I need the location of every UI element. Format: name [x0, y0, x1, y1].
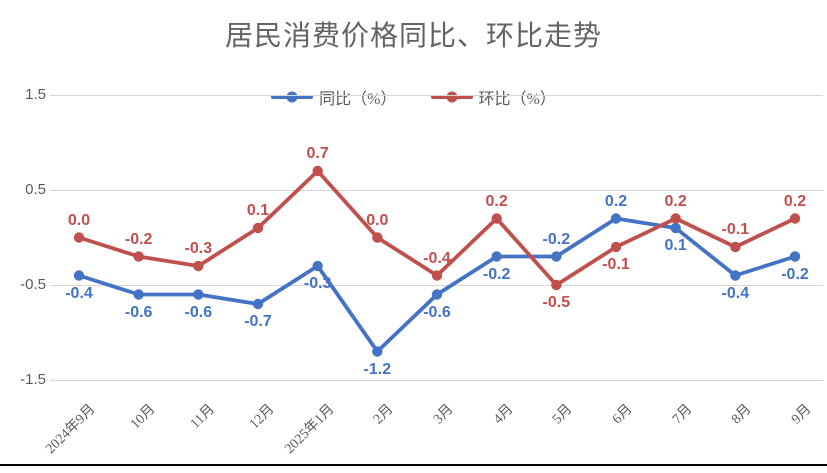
- yoy-series-line[interactable]: [77, 216, 797, 354]
- mom-data-label: 0.2: [783, 192, 807, 210]
- mom-data-point[interactable]: [789, 213, 801, 224]
- bottom-border-rule: [0, 464, 827, 466]
- yoy-data-label: -0.6: [184, 303, 213, 321]
- yoy-data-label: 0.2: [604, 192, 628, 210]
- y-axis-tick-label: -0.5: [20, 276, 46, 293]
- gridline: [50, 95, 823, 96]
- yoy-data-point[interactable]: [193, 289, 204, 300]
- mom-data-label: -0.1: [721, 221, 750, 238]
- yoy-data-point[interactable]: [312, 260, 323, 272]
- mom-data-point[interactable]: [431, 270, 443, 281]
- chart-title: 居民消费价格同比、环比走势: [224, 21, 602, 52]
- mom-data-label: 0.1: [246, 202, 270, 219]
- mom-data-point[interactable]: [133, 251, 144, 262]
- yoy-line-swatch-icon: [271, 91, 314, 103]
- y-axis-tick-label: -1.5: [20, 371, 46, 388]
- yoy-data-label: -0.7: [244, 313, 272, 330]
- yoy-data-label: -0.6: [423, 303, 451, 321]
- mom-data-label: -0.2: [124, 230, 153, 248]
- mom-data-point[interactable]: [372, 232, 383, 243]
- yoy-data-label: -0.2: [781, 265, 809, 283]
- yoy-data-label: -0.4: [65, 284, 93, 302]
- yoy-data-label: -0.2: [482, 265, 511, 283]
- yoy-data-label: -0.4: [721, 284, 750, 302]
- yoy-data-point[interactable]: [372, 346, 383, 357]
- mom-line-swatch-icon: [430, 91, 473, 103]
- yoy-data-point[interactable]: [73, 270, 85, 281]
- yoy-data-label: -0.2: [542, 230, 571, 248]
- yoy-data-label: -1.2: [363, 360, 392, 378]
- gridline: [50, 285, 823, 286]
- yoy-data-point[interactable]: [551, 251, 562, 262]
- yoy-data-point[interactable]: [730, 270, 741, 281]
- mom-data-label: 0.2: [664, 192, 687, 210]
- yoy-data-point[interactable]: [789, 251, 801, 262]
- yoy-data-point[interactable]: [133, 289, 144, 300]
- mom-data-point[interactable]: [73, 232, 85, 243]
- mom-data-point[interactable]: [312, 165, 323, 177]
- mom-data-label: 0.0: [67, 211, 91, 229]
- mom-data-point[interactable]: [252, 222, 264, 234]
- mom-series-line[interactable]: [77, 169, 797, 287]
- yoy-data-point[interactable]: [431, 289, 443, 300]
- yoy-data-label: -0.3: [303, 275, 332, 292]
- y-axis-tick-label: 1.5: [25, 86, 46, 103]
- mom-data-label: 0.2: [485, 192, 508, 210]
- mom-data-point[interactable]: [491, 213, 502, 224]
- mom-data-point[interactable]: [193, 260, 204, 272]
- gridline: [50, 380, 823, 381]
- yoy-data-label: -0.6: [124, 303, 153, 321]
- yoy-marker-icon: [286, 91, 298, 103]
- yoy-data-point[interactable]: [670, 222, 681, 234]
- mom-data-point[interactable]: [551, 279, 562, 291]
- gridline: [50, 190, 823, 191]
- mom-data-label: -0.1: [602, 256, 630, 273]
- mom-data-point[interactable]: [670, 213, 681, 224]
- mom-data-label: -0.3: [184, 240, 213, 257]
- mom-marker-icon: [446, 91, 457, 103]
- yoy-data-point[interactable]: [610, 213, 622, 224]
- mom-data-label: -0.5: [542, 294, 571, 311]
- mom-data-point[interactable]: [730, 241, 741, 253]
- mom-data-point[interactable]: [610, 241, 622, 253]
- mom-data-label: -0.4: [423, 249, 451, 267]
- yoy-data-label: 0.1: [664, 237, 687, 254]
- mom-data-label: 0.7: [306, 145, 329, 162]
- yoy-data-point[interactable]: [252, 298, 264, 310]
- yoy-data-point[interactable]: [491, 251, 502, 262]
- y-axis-tick-label: 0.5: [25, 181, 46, 198]
- mom-data-label: 0.0: [366, 211, 389, 229]
